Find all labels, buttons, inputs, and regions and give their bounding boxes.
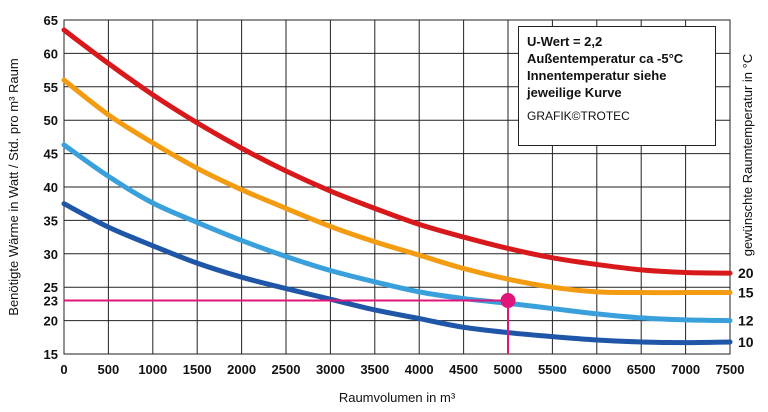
- y-tick-label: 65: [44, 13, 58, 28]
- x-tick-label: 4000: [405, 362, 434, 377]
- x-tick-label: 2500: [272, 362, 301, 377]
- info-line-curve: jeweilige Kurve: [527, 85, 622, 100]
- y-tick-label: 60: [44, 46, 58, 61]
- x-tick-label: 0: [60, 362, 67, 377]
- x-tick-label: 6500: [627, 362, 656, 377]
- y-tick-label: 25: [44, 280, 58, 295]
- x-tick-label: 4500: [449, 362, 478, 377]
- tick-labels: 0 500 1000 1500 2000 2500 3000 3500 4000 4500 5000…: [44, 13, 745, 377]
- highlight-point: [500, 293, 516, 309]
- highlight-y-label: 23: [44, 294, 58, 309]
- info-box: U-Wert = 2,2 Außentemperatur ca -5°C Inn…: [518, 26, 716, 146]
- x-tick-label: 3500: [360, 362, 389, 377]
- y-tick-label: 30: [44, 247, 58, 262]
- y-tick-label: 35: [44, 213, 58, 228]
- x-tick-label: 1000: [138, 362, 167, 377]
- series-layer: 20 15 12 10: [61, 27, 754, 350]
- series-line-15c: [61, 77, 733, 296]
- graphic-credit: GRAFIK©TROTEC: [527, 109, 630, 123]
- y-tick-label: 45: [44, 147, 58, 162]
- info-line-u-value: U-Wert = 2,2: [527, 34, 603, 49]
- y-tick-label: 50: [44, 113, 58, 128]
- x-tick-label: 5500: [538, 362, 567, 377]
- x-tick-label: 3000: [316, 362, 345, 377]
- series-line-12c: [61, 142, 733, 324]
- y-axis-right-label: gewünschte Raumtemperatur in °C: [740, 54, 755, 256]
- x-tick-label: 5000: [494, 362, 523, 377]
- series-line-10c: [61, 201, 733, 346]
- series-label-12: 12: [738, 313, 754, 329]
- x-tick-label: 1500: [183, 362, 212, 377]
- y-tick-label: 20: [44, 314, 58, 329]
- y-tick-label: 55: [44, 80, 58, 95]
- x-axis-label: Raumvolumen in m³: [339, 390, 456, 405]
- y-tick-label: 15: [44, 347, 58, 362]
- x-tick-label: 500: [98, 362, 120, 377]
- x-tick-label: 2000: [227, 362, 256, 377]
- x-tick-label: 6000: [582, 362, 611, 377]
- y-axis-label: Benötigte Wärme in Watt / Std. pro m³ Ra…: [6, 58, 21, 315]
- x-tick-label: 7000: [671, 362, 700, 377]
- series-line-20c: [61, 27, 733, 276]
- info-line-inside-temp: Innentemperatur siehe: [527, 68, 667, 83]
- series-label-15: 15: [738, 285, 754, 301]
- x-tick-label: 7500: [716, 362, 745, 377]
- y-tick-label: 40: [44, 180, 58, 195]
- series-label-10: 10: [738, 334, 754, 350]
- info-line-outside-temp: Außentemperatur ca -5°C: [527, 51, 684, 66]
- series-label-20: 20: [738, 265, 754, 281]
- highlight-layer: 23: [44, 293, 516, 354]
